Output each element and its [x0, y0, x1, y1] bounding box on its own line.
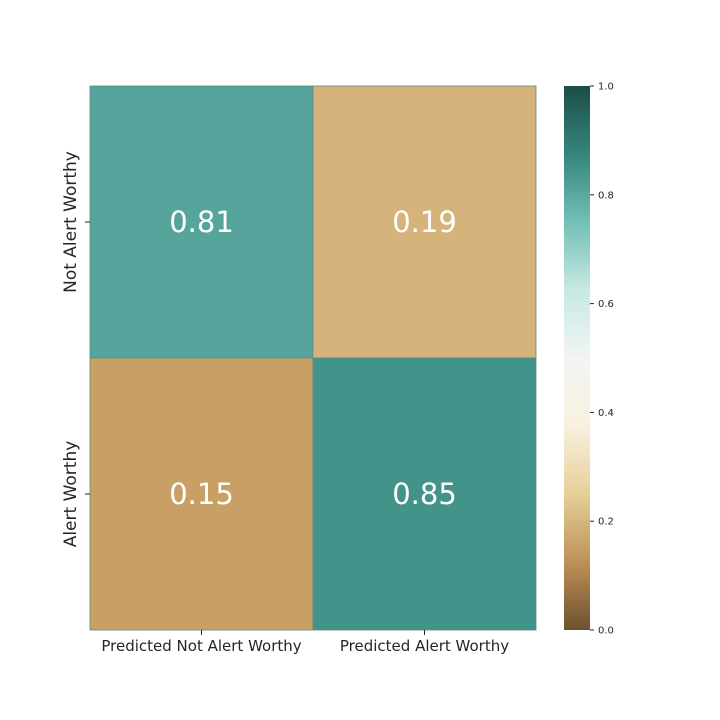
- colorbar-tick-label: 1.0: [598, 82, 614, 93]
- heatmap-cell-r0-c1: [312, 85, 537, 359]
- colorbar-tick-label: 0.8: [598, 190, 614, 201]
- heatmap-cell-r0-c0: [89, 85, 314, 359]
- x-tick-label: Predicted Not Alert Worthy: [101, 637, 301, 655]
- heatmap-cell-r1-c0: [89, 357, 314, 631]
- colorbar-tick-label: 0.0: [598, 626, 614, 637]
- heatmap-cells: [89, 85, 537, 631]
- heatmap-cell-r1-c1: [312, 357, 537, 631]
- y-tick-label: Not Alert Worthy: [61, 151, 81, 293]
- y-tick-label: Alert Worthy: [61, 441, 81, 548]
- cell-value-label: 0.85: [392, 477, 457, 511]
- colorbar-tick-label: 0.4: [598, 408, 614, 419]
- colorbar-gradient: [564, 86, 590, 630]
- cell-value-label: 0.81: [169, 205, 234, 239]
- y-axis-ticks: Not Alert Worthy Alert Worthy: [61, 151, 90, 547]
- cell-value-label: 0.19: [392, 205, 457, 239]
- x-tick-label: Predicted Alert Worthy: [340, 637, 509, 655]
- heatmap-cell-labels: 0.81 0.19 0.15 0.85: [169, 205, 457, 511]
- cell-value-label: 0.15: [169, 477, 234, 511]
- colorbar-tick-label: 0.2: [598, 517, 614, 528]
- colorbar: 0.0 0.2 0.4 0.6 0.8 1.0: [564, 82, 614, 637]
- x-axis-ticks: Predicted Not Alert Worthy Predicted Aler…: [101, 630, 509, 655]
- colorbar-tick-label: 0.6: [598, 299, 614, 310]
